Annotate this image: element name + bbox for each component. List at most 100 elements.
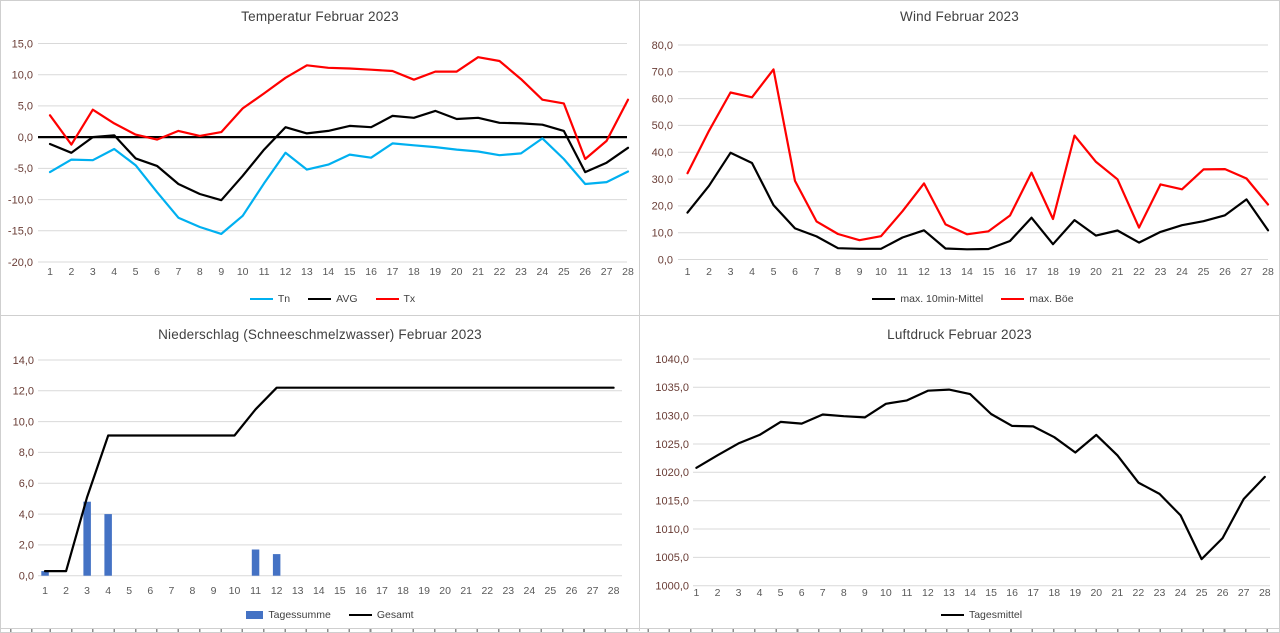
legend-wind: max. 10min-Mittel max. Böe [678,292,1268,306]
x-tick-label-day-24: 24 [537,266,549,278]
x-tick-label-day-24: 24 [1176,266,1188,278]
x-tick-label-day-15: 15 [334,585,346,597]
x-tick-label-day-6: 6 [154,266,160,278]
x-tick-label-day-20: 20 [439,585,451,597]
x-tick-label-day-8: 8 [835,266,841,278]
x-tick-labels: 1 2 3 4 5 6 7 8 9 10 11 12 13 14 15 16 17 18 19 20 21 22 23 24 2… [693,587,1270,599]
x-tick-label-day-2: 2 [715,587,721,599]
series-tx [48,56,630,161]
x-tick-label-day-21: 21 [1112,266,1124,278]
x-tick-label-day-1: 1 [685,266,691,278]
x-tick-label-day-14: 14 [961,266,973,278]
x-tick-label-day-20: 20 [1090,266,1102,278]
x-tick-label-day-14: 14 [322,266,334,278]
y-gridlines [38,359,622,577]
y-tick-label: -5,0 [14,163,33,175]
x-tick-label-day-16: 16 [355,585,367,597]
x-tick-label-day-25: 25 [558,266,570,278]
x-tick-label-day-20: 20 [1090,587,1102,599]
x-tick-label-day-7: 7 [814,266,820,278]
panel-niederschlag: Niederschlag (Schneeschmelzwasser) Febru… [1,316,640,631]
x-tick-label-day-15: 15 [344,266,356,278]
x-tick-label-day-8: 8 [189,585,195,597]
x-tick-label-day-19: 19 [1069,266,1081,278]
x-tick-label-day-21: 21 [460,585,472,597]
y-gridlines [38,43,627,263]
x-tick-label-day-21: 21 [1112,587,1124,599]
x-tick-label-day-23: 23 [1155,266,1167,278]
y-tick-label: 12,0 [13,386,34,398]
series-line-max-b-e [686,68,1270,242]
x-tick-label-day-27: 27 [587,585,599,597]
y-tick-label: 40,0 [652,147,673,159]
chart-title-luftdruck: Luftdruck Februar 2023 [887,327,1032,342]
series-gesamt [43,386,615,573]
x-tick-label-day-15: 15 [983,266,995,278]
legend-label: Gesamt [376,609,414,621]
x-tick-label-day-6: 6 [147,585,153,597]
x-tick-label-day-18: 18 [1048,587,1060,599]
x-tick-label-day-23: 23 [515,266,527,278]
y-tick-labels: 1040,0 1035,0 1030,0 1025,0 1020,0 1015,0 1010… [655,354,689,593]
x-tick-label-day-7: 7 [820,587,826,599]
x-tick-label-day-12: 12 [922,587,934,599]
panel-temperatur: Temperatur Februar 2023 15,0 10,0 5,0 0,0 -5… [1,1,640,316]
legend-label: Tx [403,293,416,305]
y-tick-label: 1030,0 [655,411,689,423]
x-tick-label-day-11: 11 [897,266,908,278]
x-tick-labels: 1 2 3 4 5 6 7 8 9 10 11 12 13 14 15 16 17 18 19 20 21 22 23 24 2… [42,585,620,597]
y-tick-label: 1035,0 [655,382,689,394]
x-tick-label-day-6: 6 [792,266,798,278]
x-tick-label-day-1: 1 [693,587,699,599]
x-tick-label-day-4: 4 [757,587,763,599]
bar-day-11 [251,549,260,576]
y-tick-label: 2,0 [19,540,34,552]
legend-item-tagesmittel: Tagesmittel [940,609,1022,621]
legend-label: max. Böe [1029,293,1074,305]
line-swatch-icon [308,297,332,301]
y-tick-label: 5,0 [18,101,33,113]
series-tn [48,137,630,235]
series-line-gesamt [43,386,615,573]
chart-title-wind: Wind Februar 2023 [900,9,1019,24]
x-tick-label-day-14: 14 [964,587,976,599]
y-tick-label: 1005,0 [655,552,689,564]
x-tick-label-day-4: 4 [105,585,111,597]
x-tick-labels: 1 2 3 4 5 6 7 8 9 10 11 12 13 14 15 16 17 18 19 20 21 22 23 24 2… [47,266,634,278]
y-tick-label: 50,0 [652,120,673,132]
y-tick-label: 0,0 [18,132,33,144]
x-tick-label-day-9: 9 [862,587,868,599]
y-tick-label: 6,0 [19,478,34,490]
x-tick-label-day-13: 13 [301,266,313,278]
niederschlag-plot: 14,012,010,08,06,04,02,00,01 2 3 4 5 6 7 8 9 10 11… [13,355,622,597]
series-line-tn [48,137,630,235]
legend-item-max-10min-mittel: max. 10min-Mittel [872,293,983,305]
x-tick-label-day-9: 9 [857,266,863,278]
bar-day-3 [83,501,91,576]
x-tick-label-day-2: 2 [706,266,712,278]
y-tick-label: 4,0 [19,509,34,521]
y-tick-label: 60,0 [652,93,673,105]
legend-item-tx: Tx [375,293,416,305]
panel-wind: Wind Februar 2023 80,0 70,0 60,0 50,0 40,0 30… [640,1,1279,316]
x-tick-label-day-10: 10 [237,266,249,278]
line-swatch-icon [348,613,372,617]
y-tick-label: 1000,0 [655,581,689,593]
x-tick-label-day-12: 12 [280,266,292,278]
wind-plot: 80,070,060,050,040,030,020,010,00,01 2 3 4 5… [652,40,1274,278]
x-tick-label-day-26: 26 [579,266,591,278]
luftdruck-plot: 1040,01035,01030,01025,01020,01015,01010… [655,354,1270,599]
legend-niederschlag: Tagessumme Gesamt [38,608,622,622]
x-tick-label-day-25: 25 [1196,587,1208,599]
line-swatch-icon [1001,297,1025,301]
y-tick-labels: 80,0 70,0 60,0 50,0 40,0 30,0 20,0 10,0 0,0 [652,40,673,266]
x-tick-label-day-28: 28 [1259,587,1271,599]
series-line-tagesmittel [695,388,1266,561]
x-tick-label-day-5: 5 [771,266,777,278]
series-tagessumme [41,501,281,576]
x-tick-label-day-19: 19 [418,585,430,597]
x-tick-label-day-27: 27 [1241,266,1253,278]
x-tick-label-day-21: 21 [472,266,484,278]
